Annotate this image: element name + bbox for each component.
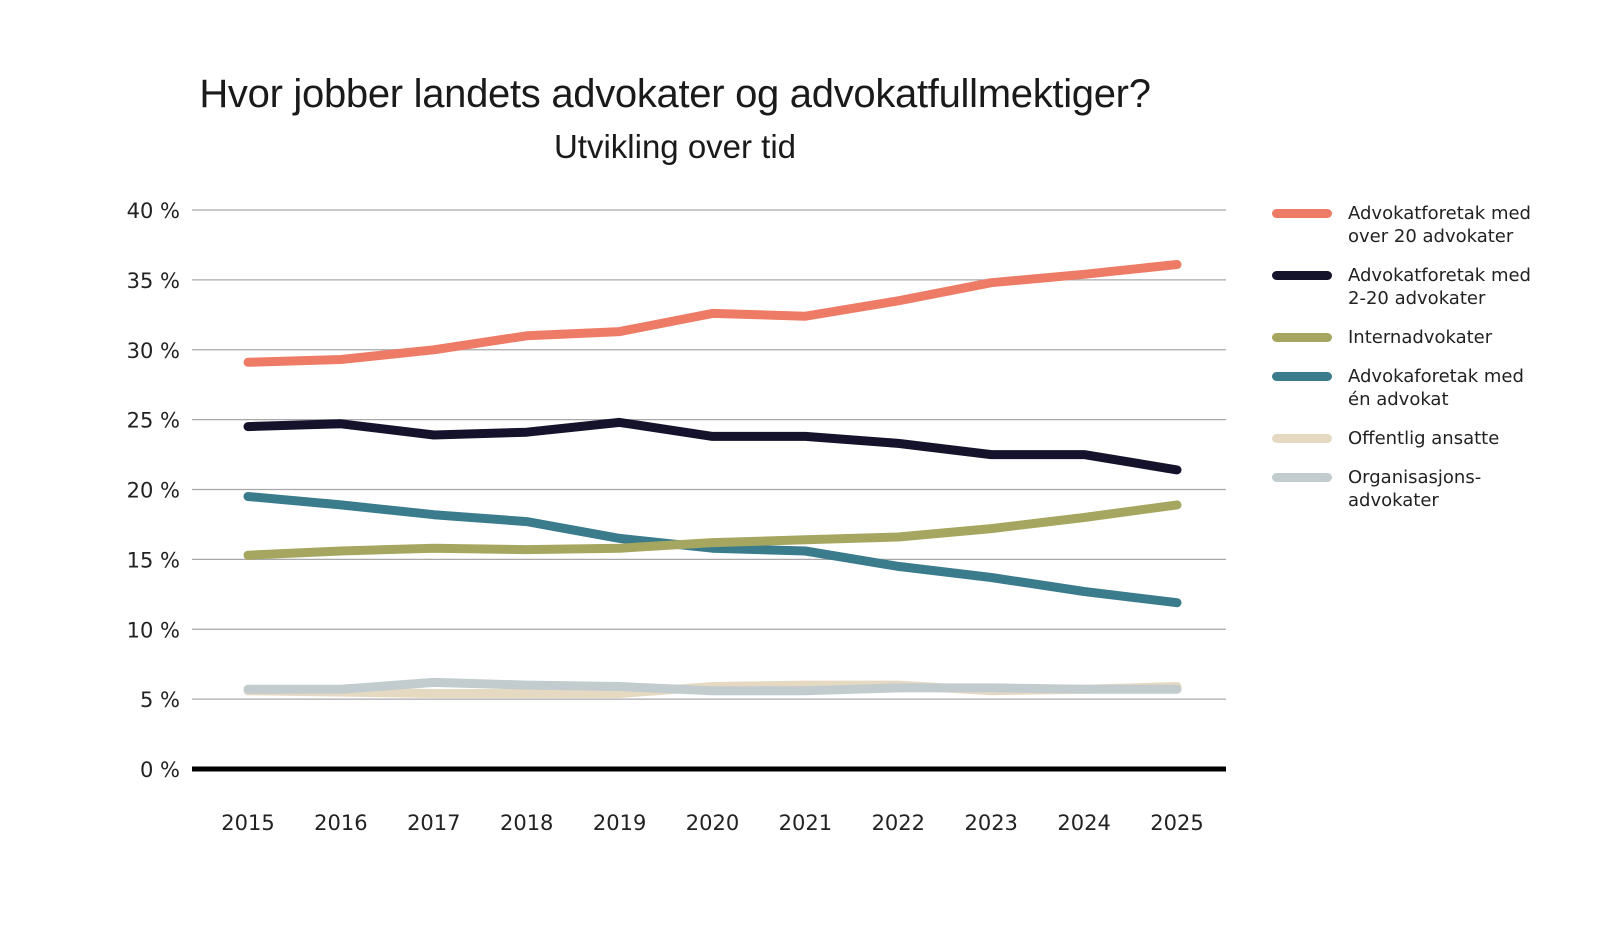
x-tick-label: 2018 — [500, 811, 553, 835]
y-tick-label: 15 % — [127, 548, 180, 572]
y-axis-ticks: 0 % 5 % 10 % 15 % 20 % 25 % 30 % 35 % 40 % — [127, 199, 180, 782]
y-tick-label: 30 % — [127, 339, 180, 363]
y-tick-label: 20 % — [127, 479, 180, 503]
legend-item: Organisasjons-advokater — [1272, 466, 1592, 512]
legend-item: Offentlig ansatte — [1272, 427, 1592, 450]
x-tick-label: 2025 — [1150, 811, 1203, 835]
chart-title: Hvor jobber landets advokater og advokat… — [199, 72, 1151, 116]
x-tick-label: 2022 — [872, 811, 925, 835]
legend-item: Advokatforetak med 2-20 advokater — [1272, 264, 1592, 310]
y-tick-label: 35 % — [127, 269, 180, 293]
legend-label: Organisasjons-advokater — [1348, 467, 1482, 511]
series-line-2 — [243, 500, 1182, 560]
series-line-0 — [243, 260, 1182, 367]
legend-swatch — [1272, 372, 1332, 381]
y-tick-label: 10 % — [127, 618, 180, 642]
series-line-1 — [243, 417, 1182, 475]
legend-swatch — [1272, 209, 1332, 218]
legend-item: Advokaforetak med én advokat — [1272, 365, 1592, 411]
x-tick-label: 2024 — [1057, 811, 1110, 835]
series-lines — [243, 260, 1182, 698]
y-tick-label: 40 % — [127, 199, 180, 223]
x-tick-label: 2015 — [221, 811, 274, 835]
legend-label: Advokatforetak med over 20 advokater — [1348, 203, 1531, 247]
legend-swatch — [1272, 473, 1332, 482]
legend-label: Advokatforetak med 2-20 advokater — [1348, 265, 1531, 309]
x-axis-ticks: 2015 2016 2017 2018 2019 2020 2021 2022 2023 2024… — [221, 811, 1203, 835]
series-line-3 — [243, 492, 1182, 608]
x-tick-label: 2021 — [779, 811, 832, 835]
y-tick-label: 0 % — [140, 758, 180, 782]
legend-item: Internadvokater — [1272, 326, 1592, 349]
legend-swatch — [1272, 333, 1332, 342]
y-tick-label: 25 % — [127, 409, 180, 433]
x-tick-label: 2019 — [593, 811, 646, 835]
legend-swatch — [1272, 434, 1332, 443]
x-tick-label: 2023 — [964, 811, 1017, 835]
x-tick-label: 2017 — [407, 811, 460, 835]
legend-label: Internadvokater — [1348, 327, 1493, 348]
y-tick-label: 5 % — [140, 688, 180, 712]
chart-subtitle: Utvikling over tid — [553, 128, 797, 165]
x-tick-label: 2016 — [314, 811, 367, 835]
legend-item: Advokatforetak med over 20 advokater — [1272, 202, 1592, 248]
legend: Advokatforetak med over 20 advokater Advok… — [1272, 202, 1592, 528]
legend-label: Offentlig ansatte — [1348, 428, 1500, 449]
series-line-5 — [243, 677, 1182, 696]
x-tick-label: 2020 — [686, 811, 739, 835]
legend-swatch — [1272, 271, 1332, 280]
legend-label: Advokaforetak med én advokat — [1348, 366, 1524, 410]
